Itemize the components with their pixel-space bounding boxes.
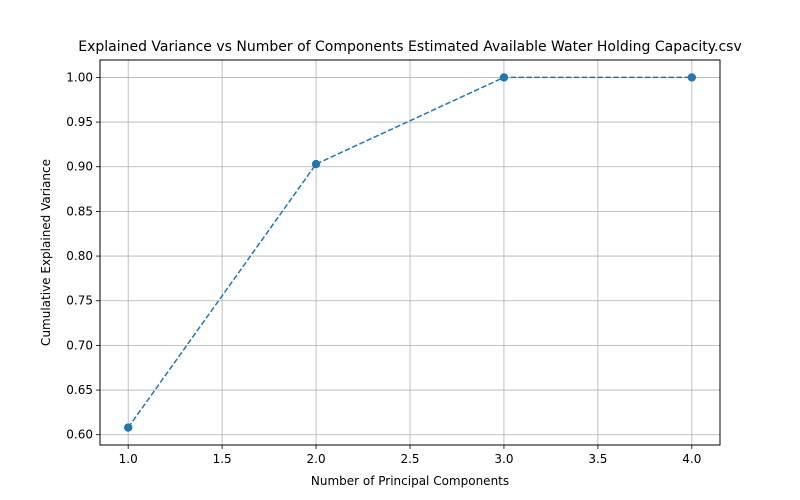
x-tick-label: 4.0 (682, 452, 701, 466)
y-tick-label: 1.00 (66, 70, 93, 84)
x-tick-label: 1.5 (213, 452, 232, 466)
y-tick-label: 0.75 (66, 294, 93, 308)
x-axis-label: Number of Principal Components (311, 474, 509, 488)
x-tick-label: 1.0 (119, 452, 138, 466)
y-tick-label: 0.95 (66, 115, 93, 129)
x-tick-label: 3.5 (588, 452, 607, 466)
y-tick-label: 0.60 (66, 428, 93, 442)
data-point (499, 73, 509, 82)
x-tick-label: 3.0 (494, 452, 513, 466)
data-point (311, 159, 321, 169)
series-layer (123, 73, 697, 432)
grid (100, 60, 720, 445)
data-point (687, 73, 697, 82)
ticks: 1.0 1.5 2.0 2.5 3.0 3.5 4.0 0.60 0.65 0.70 0.75 0.8… (66, 70, 701, 466)
y-axis-label: Cumulative Explained Variance (39, 159, 53, 346)
y-tick-label: 0.90 (66, 160, 93, 174)
y-tick-label: 0.70 (66, 338, 93, 352)
y-tick-label: 0.80 (66, 249, 93, 263)
data-point (123, 423, 133, 432)
x-tick-label: 2.0 (307, 452, 326, 466)
series-line (127, 76, 692, 429)
x-tick-label: 2.5 (400, 452, 419, 466)
y-tick-label: 0.85 (66, 204, 93, 218)
y-tick-label: 0.65 (66, 383, 93, 397)
chart-title: Explained Variance vs Number of Componen… (78, 39, 742, 55)
